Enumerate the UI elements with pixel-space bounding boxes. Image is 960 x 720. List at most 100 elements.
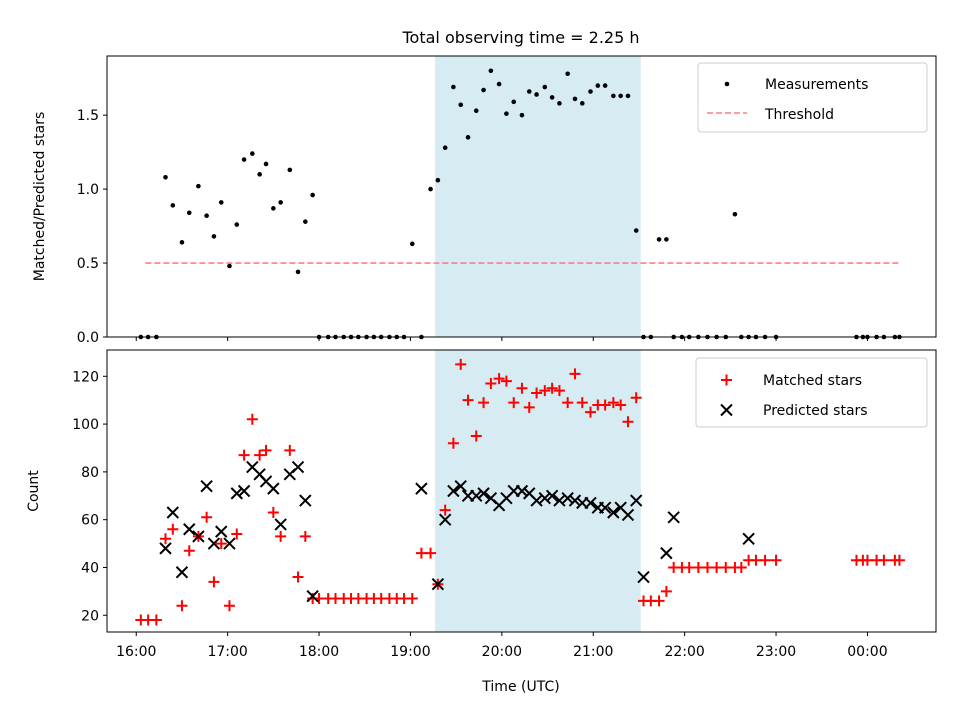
predicted-stars-point <box>584 496 597 510</box>
matched-stars-point <box>176 600 188 612</box>
observing-window-band <box>435 350 641 632</box>
ratio-axes-frame <box>106 55 937 338</box>
y-tick-label: 1.0 <box>77 182 99 198</box>
x-tick-label: 18:00 <box>299 644 339 660</box>
predicted-stars-point <box>237 484 251 498</box>
count-x-axis: 16:00 17:00 18:00 19:00 20:00 21:00 22:00 23:00… <box>116 632 888 660</box>
predicted-stars-point <box>447 484 460 498</box>
ratio-legend-box <box>697 62 928 133</box>
predicted-stars-point <box>207 537 221 550</box>
measurement-point <box>588 89 593 94</box>
matched-stars-point <box>523 401 535 413</box>
matched-stars-point <box>267 507 279 519</box>
ratio-panel: 0.0 0.5 1.0 1.5 Matched/Predicted stars Mea… <box>32 55 937 346</box>
predicted-stars-point <box>545 489 559 502</box>
x-tick-label: 16:00 <box>116 644 156 660</box>
measurement-point <box>278 200 283 205</box>
measurement-point <box>549 95 555 100</box>
observing-window-band <box>435 56 641 337</box>
predicted-stars-point <box>629 494 643 507</box>
predicted-stars-point <box>637 570 650 584</box>
matched-stars-point <box>622 416 634 428</box>
measurement-point <box>204 213 209 219</box>
matched-stars-point <box>516 382 528 394</box>
measurement-point <box>186 210 192 216</box>
predicted-stars-point <box>200 480 213 493</box>
matched-stars-point <box>893 554 905 566</box>
y-tick-label: 80 <box>81 465 99 481</box>
measurement-point <box>310 192 315 198</box>
predicted-stars-point <box>192 530 205 543</box>
matched-stars-point <box>539 385 551 397</box>
matched-stars-point <box>553 385 565 397</box>
ratio-y-axis: 0.0 0.5 1.0 1.5 <box>77 108 107 346</box>
predicted-stars-point <box>438 513 452 526</box>
y-tick-label: 0.0 <box>77 330 99 346</box>
measurement-point <box>263 161 269 167</box>
matched-stars-point <box>478 397 490 409</box>
count-axes-frame <box>106 349 937 633</box>
predicted-stars-point <box>454 480 467 493</box>
predicted-stars-point <box>183 523 196 536</box>
x-tick-label: 19:00 <box>390 644 430 660</box>
matched-stars-point <box>615 399 627 411</box>
matched-stars-point <box>167 523 179 535</box>
predicted-stars-point <box>515 484 529 498</box>
matched-stars-point <box>576 397 588 409</box>
matched-stars-point <box>183 545 195 557</box>
measurement-point <box>409 241 415 247</box>
predicted-stars-point <box>538 491 552 505</box>
predicted-stars-point <box>223 537 236 550</box>
matched-stars-point <box>735 561 747 573</box>
predicted-stars-point <box>274 518 287 531</box>
predicted-stars-point <box>561 491 574 505</box>
matched-stars-point <box>500 375 512 387</box>
measurement-point <box>218 200 224 205</box>
matched-stars-point <box>569 368 581 380</box>
measurement-point <box>602 83 608 88</box>
matched-stars-point <box>508 397 520 409</box>
predicted-stars-point <box>415 482 428 495</box>
x-axis-label: Time (UTC) <box>481 679 559 695</box>
matched-stars-point <box>299 530 311 542</box>
predicted-stars-point <box>230 487 243 500</box>
legend-matched-marker <box>721 374 732 386</box>
legend-measurements-label: Measurements <box>765 77 868 93</box>
legend-measurements-marker <box>724 81 730 87</box>
measurement-point <box>496 81 502 87</box>
measurement-point <box>227 263 232 269</box>
measurement-point <box>179 240 185 245</box>
x-tick-label: 20:00 <box>482 644 522 660</box>
measurement-point <box>572 96 578 102</box>
ratio-y-axis-label: Matched/Predicted stars <box>32 112 48 282</box>
matched-stars-point <box>607 397 619 409</box>
predicted-stars-point <box>267 482 280 495</box>
count-legend-box <box>695 357 928 428</box>
matched-stars-point <box>630 392 642 404</box>
x-tick-label: 00:00 <box>847 644 887 660</box>
matched-stars-point <box>150 614 162 626</box>
measurement-point <box>295 269 301 275</box>
predicted-stars-point <box>553 494 566 507</box>
measurement-point <box>250 151 255 156</box>
matched-stars-point <box>455 358 467 370</box>
matched-stars-point <box>447 437 459 449</box>
predicted-stars-point <box>660 546 673 560</box>
legend-predicted-label: Predicted stars <box>763 403 868 419</box>
chart-title: Total observing time = 2.25 h <box>401 28 639 47</box>
measurement-point <box>241 157 247 162</box>
predicted-stars-point <box>159 542 172 555</box>
x-tick-label: 17:00 <box>207 644 247 660</box>
count-plot-area <box>135 358 905 626</box>
predicted-stars-point <box>598 501 612 514</box>
matched-stars-point <box>425 547 437 559</box>
legend-threshold-label: Threshold <box>764 107 834 123</box>
count-panel: 20 40 60 80 100 120 16:00 17:00 18:00 19:00 20:00… <box>26 349 937 660</box>
matched-stars-point <box>878 554 890 566</box>
matched-stars-point <box>493 373 505 385</box>
measurement-point <box>473 108 479 114</box>
predicted-stars-point <box>742 532 755 546</box>
measurement-point <box>287 167 293 173</box>
y-tick-label: 100 <box>72 417 99 433</box>
